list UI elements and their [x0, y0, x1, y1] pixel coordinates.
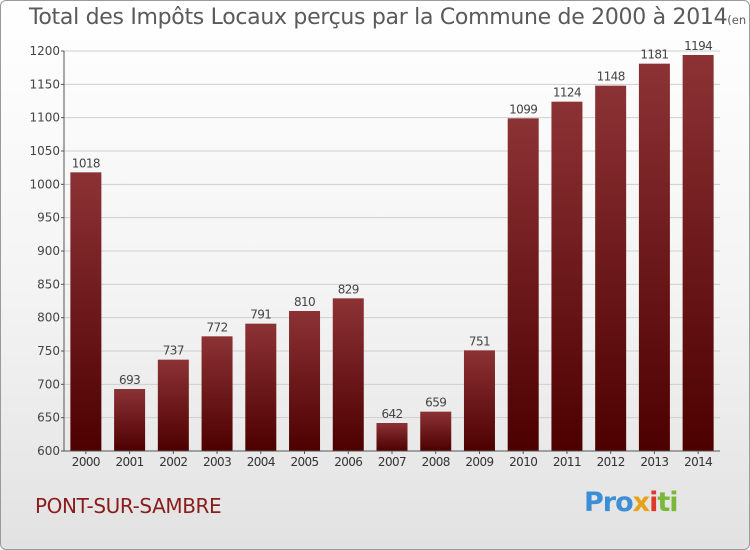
- bar-2011: [551, 101, 583, 452]
- bar-2014: [682, 55, 714, 451]
- value-label: 642: [381, 407, 402, 421]
- bar-2003: [201, 336, 233, 451]
- y-tick-label: 950: [37, 211, 60, 225]
- bar-2006: [332, 298, 364, 451]
- value-label: 659: [425, 396, 446, 410]
- x-tick-label: 2007: [378, 455, 406, 469]
- x-tick-label: 2001: [116, 455, 144, 469]
- bar-2000: [70, 172, 102, 452]
- bar-2001: [114, 389, 146, 451]
- y-tick-label: 1150: [29, 77, 60, 91]
- y-tick-label: 750: [37, 344, 60, 358]
- x-tick-label: 2013: [640, 455, 668, 469]
- x-tick-label: 2014: [684, 455, 712, 469]
- bar-2012: [595, 85, 627, 452]
- y-tick-label: 1200: [29, 44, 60, 58]
- y-tick-label: 900: [37, 244, 60, 258]
- y-tick-label: 1000: [29, 177, 60, 191]
- value-label: 1124: [553, 86, 581, 100]
- bar-2013: [638, 63, 670, 452]
- x-tick-label: 2008: [422, 455, 450, 469]
- value-label: 772: [207, 320, 228, 334]
- value-label: 1099: [509, 102, 537, 116]
- bar-2005: [289, 311, 321, 451]
- chart-title-unit: (en milliers d'€): [727, 13, 749, 27]
- y-tick-label: 1100: [29, 111, 60, 125]
- x-tick-label: 2010: [509, 455, 537, 469]
- value-label: 810: [294, 295, 315, 309]
- value-label: 791: [250, 308, 271, 322]
- bar-2007: [376, 423, 408, 451]
- value-label: 751: [469, 334, 490, 348]
- y-tick-label: 1050: [29, 144, 60, 158]
- value-label: 693: [119, 373, 140, 387]
- y-tick-label: 850: [37, 277, 60, 291]
- x-tick-label: 2011: [553, 455, 581, 469]
- chart-title: Total des Impôts Locaux perçus par la Co…: [29, 5, 749, 30]
- x-tick-label: 2006: [334, 455, 362, 469]
- bar-2009: [463, 350, 495, 451]
- x-tick-label: 2005: [290, 455, 318, 469]
- bar-2010: [507, 118, 539, 451]
- bar-2008: [420, 411, 452, 451]
- value-label: 1018: [72, 156, 100, 170]
- x-tick-label: 2004: [247, 455, 275, 469]
- commune-name: PONT-SUR-SAMBRE: [35, 494, 222, 518]
- x-tick-label: 2003: [203, 455, 231, 469]
- x-tick-label: 2009: [465, 455, 493, 469]
- y-tick-label: 800: [37, 311, 60, 325]
- value-label: 737: [163, 344, 184, 358]
- y-tick-label: 700: [37, 377, 60, 391]
- bar-2004: [245, 323, 277, 451]
- value-label: 1148: [597, 70, 625, 84]
- bar-2002: [157, 359, 189, 451]
- x-tick-label: 2002: [159, 455, 187, 469]
- proxiti-logo: Proxiti: [584, 487, 679, 518]
- y-tick-label: 600: [37, 444, 60, 458]
- value-label: 1194: [684, 39, 712, 53]
- value-label: 829: [338, 282, 359, 296]
- x-tick-label: 2000: [72, 455, 100, 469]
- y-tick-label: 650: [37, 411, 60, 425]
- value-label: 1181: [640, 48, 668, 62]
- x-tick-label: 2012: [597, 455, 625, 469]
